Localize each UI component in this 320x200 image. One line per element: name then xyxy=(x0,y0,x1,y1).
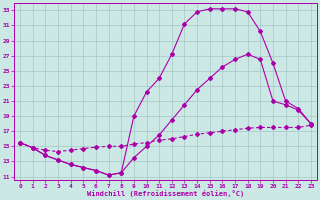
X-axis label: Windchill (Refroidissement éolien,°C): Windchill (Refroidissement éolien,°C) xyxy=(87,190,244,197)
